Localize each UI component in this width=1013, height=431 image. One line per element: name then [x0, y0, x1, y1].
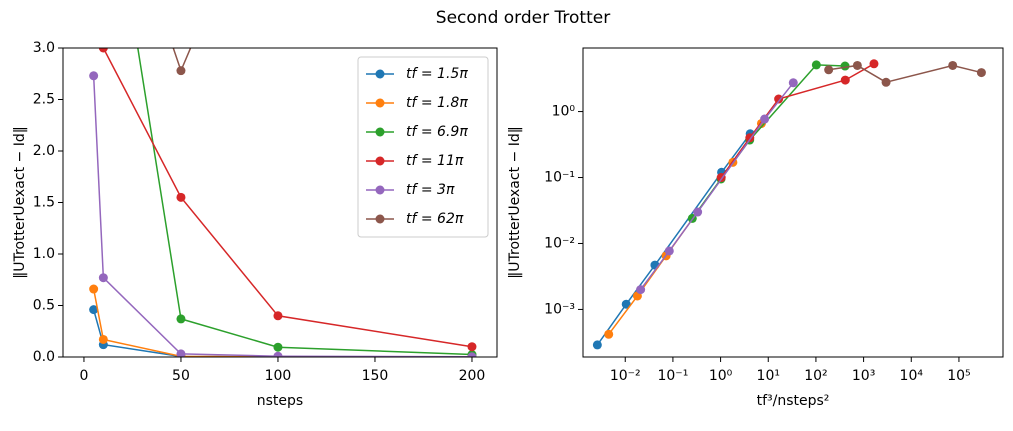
- legend-marker: [375, 98, 385, 108]
- data-point: [811, 60, 821, 70]
- legend-marker: [375, 214, 385, 224]
- legend-box: [357, 56, 489, 238]
- legend-label: tf = 3π: [406, 182, 455, 198]
- axes-frame: [62, 47, 498, 358]
- data-point: [840, 75, 850, 85]
- legend-marker: [375, 185, 385, 195]
- data-point: [664, 246, 674, 256]
- data-point: [948, 60, 958, 70]
- data-point: [467, 342, 477, 352]
- x-tick-label: 10⁻²: [610, 368, 641, 384]
- y-axis-label: ‖UTrotterUexact − Id‖: [507, 126, 523, 278]
- series-line: [720, 63, 875, 178]
- data-point: [273, 351, 283, 357]
- legend-label: tf = 6.9π: [406, 124, 468, 140]
- x-tick-label: 50: [172, 368, 190, 384]
- data-point: [89, 284, 99, 294]
- x-tick-label: 10³: [852, 368, 875, 384]
- data-point: [176, 66, 186, 76]
- series-line: [828, 64, 982, 84]
- x-tick-label: 10⁻¹: [657, 368, 688, 384]
- x-tick-label: 200: [459, 368, 486, 384]
- data-point: [824, 65, 834, 75]
- figure-title: Second order Trotter: [436, 8, 610, 28]
- data-point: [604, 329, 614, 339]
- data-point: [592, 340, 602, 350]
- data-point: [788, 78, 798, 88]
- y-tick-label: 0.5: [33, 298, 55, 314]
- legend-label: tf = 62π: [406, 211, 464, 227]
- y-tick-label: 2.5: [33, 92, 55, 108]
- y-tick-label: 10⁰: [552, 104, 576, 120]
- legend-label: tf = 1.5π: [406, 66, 468, 82]
- x-axis-label: nsteps: [257, 393, 303, 409]
- data-point: [852, 60, 862, 70]
- data-point: [176, 349, 186, 357]
- data-point: [976, 68, 986, 78]
- y-tick-label: 10⁻¹: [544, 170, 575, 186]
- data-point: [840, 61, 850, 71]
- x-axis-label: tf³/nsteps²: [757, 393, 830, 409]
- series-line: [596, 133, 751, 346]
- data-point: [98, 273, 108, 283]
- y-tick-label: 1.5: [33, 195, 55, 211]
- y-tick-label: 3.0: [33, 40, 55, 56]
- x-tick-label: 0: [79, 368, 88, 384]
- data-point: [467, 352, 477, 357]
- legend-label: tf = 11π: [406, 153, 464, 169]
- data-point: [89, 71, 99, 81]
- legend-marker: [375, 127, 385, 137]
- y-tick-label: 1.0: [33, 246, 55, 262]
- x-tick-label: 10⁰: [709, 368, 733, 384]
- x-tick-label: 100: [265, 368, 292, 384]
- data-point: [621, 299, 631, 309]
- x-tick-label: 10¹: [757, 368, 780, 384]
- x-tick-label: 10⁴: [900, 368, 924, 384]
- x-tick-label: 10⁵: [947, 368, 970, 384]
- legend-marker: [375, 156, 385, 166]
- data-point: [636, 285, 646, 295]
- y-tick-label: 10⁻²: [544, 235, 575, 251]
- data-point: [176, 314, 186, 324]
- series-line: [691, 64, 846, 219]
- data-point: [176, 192, 186, 202]
- y-tick-label: 0.0: [33, 349, 55, 365]
- plot-area: [592, 59, 986, 350]
- data-point: [881, 77, 891, 87]
- series-line: [639, 82, 794, 291]
- data-point: [760, 114, 770, 124]
- y-tick-label: 2.0: [33, 143, 55, 159]
- data-point: [869, 59, 879, 69]
- y-axis-label: ‖UTrotterUexact − Id‖: [12, 126, 28, 278]
- axes-frame: [582, 47, 1004, 358]
- data-point: [273, 311, 283, 321]
- data-point: [89, 305, 99, 315]
- legend-label: tf = 1.8π: [406, 95, 468, 111]
- data-point: [693, 207, 703, 217]
- data-point: [774, 94, 784, 104]
- x-tick-label: 150: [362, 368, 389, 384]
- data-point: [98, 48, 108, 53]
- data-point: [98, 334, 108, 344]
- legend-marker: [375, 69, 385, 79]
- y-tick-label: 10⁻³: [544, 301, 575, 317]
- x-tick-label: 10²: [804, 368, 827, 384]
- data-point: [273, 342, 283, 352]
